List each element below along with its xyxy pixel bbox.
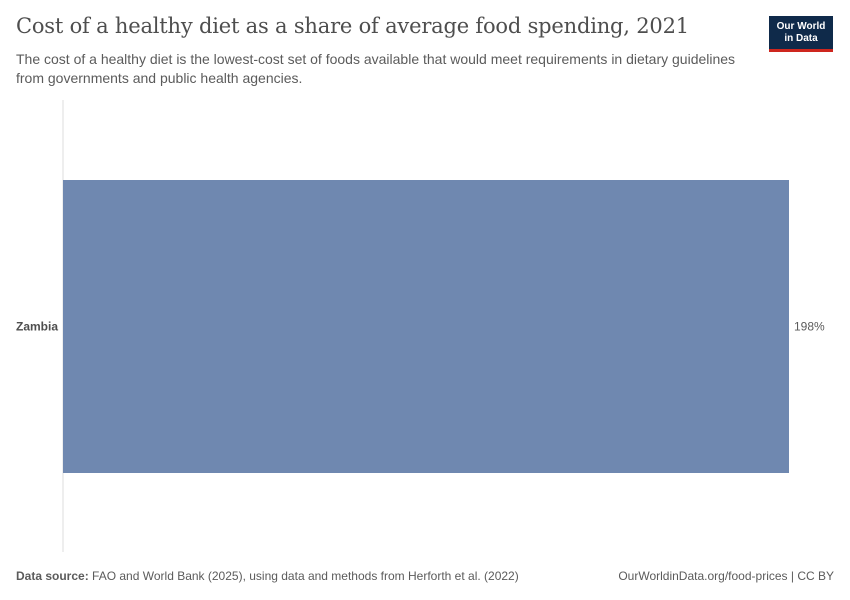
bar-zambia[interactable] (63, 180, 789, 473)
chart-subtitle: The cost of a healthy diet is the lowest… (16, 51, 736, 86)
source-label: Data source: (16, 569, 89, 583)
footer: Data source: FAO and World Bank (2025), … (16, 569, 834, 583)
logo-line-2: in Data (784, 33, 818, 44)
category-label: Zambia (16, 320, 58, 334)
owid-logo[interactable]: Our World in Data (769, 16, 833, 52)
logo-line-1: Our World (776, 21, 826, 32)
source-link[interactable]: OurWorldinData.org/food-prices | CC BY (618, 569, 834, 583)
value-label: 198% (794, 320, 825, 334)
chart-title: Cost of a healthy diet as a share of ave… (16, 14, 689, 38)
source-text[interactable]: FAO and World Bank (2025), using data an… (92, 569, 519, 583)
